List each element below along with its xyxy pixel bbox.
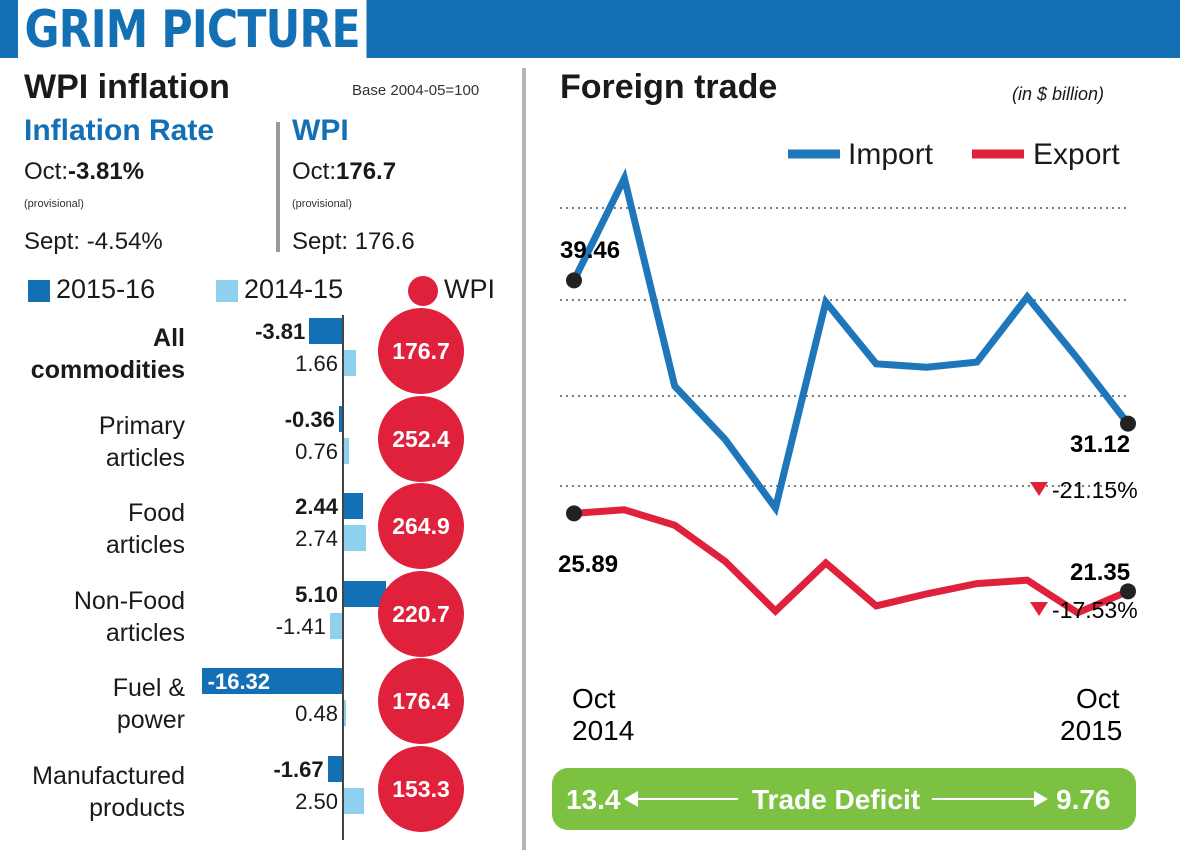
import-end-point <box>1120 415 1136 432</box>
trade-unit: (in $ billion) <box>1012 84 1105 104</box>
inflation-oct-note: (provisional) <box>24 198 84 210</box>
wpi-oct: Oct:176.7 <box>292 158 396 186</box>
category-label: All commodities <box>30 324 185 384</box>
import-start-label: 39.46 <box>560 237 620 264</box>
legend-swatch-2014-15 <box>216 280 238 302</box>
bar-label-2014-15: -1.41 <box>275 613 326 639</box>
x-end-year: 2015 <box>1060 715 1122 746</box>
deficit-arrow-right-icon <box>1034 791 1048 807</box>
bar-label-2015-16: -1.67 <box>273 756 324 782</box>
bar-label-2014-15: 1.66 <box>295 351 338 376</box>
deficit-arrow-left-line <box>628 798 738 800</box>
category-label: Primary articles <box>98 411 185 472</box>
legend-label-2014-15: 2014-15 <box>244 274 344 304</box>
bar-2015-16 <box>338 405 342 432</box>
bar-label-2014-15: 0.48 <box>295 701 338 726</box>
export-end-label: 21.35 <box>1070 559 1130 586</box>
wpi-sept: Sept: 176.6 <box>292 228 415 255</box>
wpi-panel-title: WPI inflation <box>24 68 230 106</box>
wpi-heading: WPI <box>292 114 349 147</box>
bar-label-2014-15: 2.74 <box>295 526 338 551</box>
legend-label-wpi: WPI <box>444 274 495 304</box>
inflation-oct: Oct:-3.81% <box>24 158 144 186</box>
wpi-zero-axis <box>342 315 344 840</box>
category-label: Food articles <box>105 499 185 559</box>
export-end-point <box>1120 583 1136 600</box>
legend-swatch-wpi <box>408 276 438 306</box>
bar-2015-16 <box>342 493 363 519</box>
export-line <box>573 506 1130 617</box>
bar-2015-16 <box>327 755 342 782</box>
inflation-oct-label: Oct: <box>24 158 69 185</box>
export-start-label: 25.89 <box>558 551 618 578</box>
wpi-oct-label: Oct: <box>292 158 337 185</box>
x-start-year: 2014 <box>572 715 634 746</box>
bar-label-2015-16: -0.36 <box>284 406 335 432</box>
legend-export-label: Export <box>1033 138 1120 171</box>
wpi-oct-value: 176.7 <box>336 158 397 185</box>
category-label: Non-Food articles <box>73 586 185 647</box>
bar-label-2014-15: 2.50 <box>295 788 338 814</box>
trade-panel-title: Foreign trade <box>560 68 778 106</box>
title-banner: GRIM PICTURE <box>0 0 1180 60</box>
wpi-circle: 252.4 <box>378 395 464 482</box>
bar-label-2015-16: -3.81 <box>255 319 306 344</box>
trade-line-chart: Import Export 39.46 31.12 -21.15% 25.89 … <box>558 138 1138 746</box>
wpi-circle: 176.4 <box>378 658 464 744</box>
bar-2014-15 <box>342 437 349 464</box>
wpi-circle: 220.7 <box>378 570 464 657</box>
legend-import-label: Import <box>848 138 934 171</box>
bar-label-2014-15: 0.76 <box>295 438 338 464</box>
bar-2015-16 <box>201 668 342 694</box>
base-note: Base 2004-05=100 <box>352 82 480 99</box>
panel-divider <box>522 68 526 850</box>
legend-swatch-2015-16 <box>28 280 50 302</box>
bar-2014-15 <box>342 350 357 376</box>
inflation-rate-heading: Inflation Rate <box>24 114 215 147</box>
bar-2014-15 <box>329 612 342 639</box>
import-down-arrow <box>1030 482 1048 496</box>
import-end-label: 31.12 <box>1070 431 1130 458</box>
deficit-arrow-right-line <box>932 798 1036 800</box>
export-change-label: -17.53% <box>1052 597 1138 623</box>
wpi-oct-note: (provisional) <box>292 198 352 210</box>
x-start-month: Oct <box>572 683 616 714</box>
export-start-point <box>566 505 582 522</box>
category-label: Manufactured products <box>32 761 185 822</box>
bar-2014-15 <box>342 787 364 814</box>
page-title: GRIM PICTURE <box>18 0 367 60</box>
deficit-end-value: 9.76 <box>1056 784 1111 815</box>
bar-2014-15 <box>342 525 366 551</box>
deficit-arrow-left-icon <box>624 791 638 807</box>
import-line <box>570 168 1131 517</box>
category-label: Fuel & power <box>112 674 185 734</box>
import-start-point <box>566 272 582 289</box>
bar-label-2015-16: 2.44 <box>295 494 338 519</box>
x-end-month: Oct <box>1076 683 1120 714</box>
wpi-circle: 264.9 <box>378 483 464 569</box>
inflation-oct-value: -3.81% <box>68 158 145 185</box>
bar-label-2015-16: 5.10 <box>295 581 338 607</box>
bar-2014-15 <box>342 700 347 726</box>
legend-label-2015-16: 2015-16 <box>56 274 156 304</box>
deficit-label: Trade Deficit <box>752 784 921 815</box>
deficit-start-value: 13.4 <box>566 784 621 815</box>
import-change-label: -21.15% <box>1052 477 1138 503</box>
bar-label-2015-16: -16.32 <box>207 669 271 694</box>
wpi-circle: 176.7 <box>378 308 464 394</box>
bar-2015-16 <box>309 318 342 344</box>
info-divider <box>276 122 280 252</box>
wpi-circle: 153.3 <box>378 745 464 832</box>
export-down-arrow <box>1030 602 1048 616</box>
inflation-sept: Sept: -4.54% <box>24 228 163 255</box>
